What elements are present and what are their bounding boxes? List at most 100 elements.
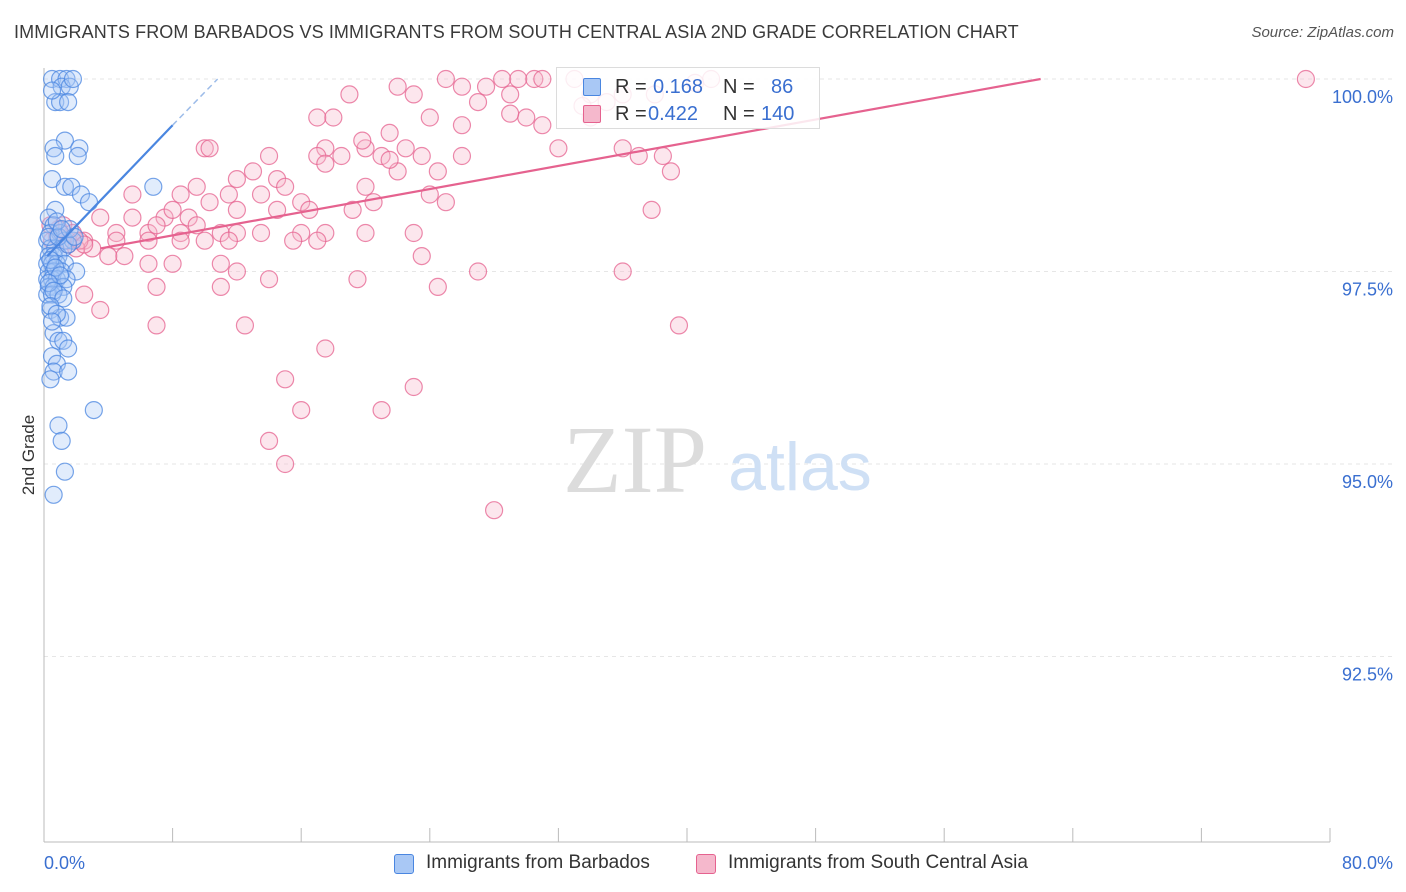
y-tick-label-1: 95.0%	[1342, 472, 1393, 492]
sca-point-68	[267, 200, 287, 219]
barbados-point-67	[44, 485, 63, 504]
sca-point-63	[123, 208, 142, 227]
sca-point-80	[356, 223, 375, 243]
barbados-point-63	[84, 401, 103, 420]
barbados-point-61	[59, 362, 78, 381]
sca-point-113	[276, 370, 295, 389]
sca-point-112	[316, 339, 335, 358]
sca-point-89	[219, 231, 238, 250]
series-barbados	[38, 69, 163, 504]
barbados-point-17	[79, 193, 99, 212]
sca-point-118	[276, 454, 295, 474]
n-value: 140	[761, 103, 795, 125]
sca-point-90	[284, 231, 303, 250]
barbados-point-55	[49, 331, 68, 350]
r-value: 0.168	[653, 76, 704, 98]
sca-point-25	[380, 123, 399, 142]
barbados-point-64	[49, 416, 68, 435]
sca-point-61	[642, 200, 661, 219]
sca-point-96	[163, 254, 182, 273]
sca-point-33	[259, 146, 279, 166]
sca-point-50	[171, 185, 190, 204]
barbados-point-84	[42, 81, 62, 100]
sca-point-108	[91, 300, 110, 320]
legend-swatch-barbados	[394, 854, 414, 874]
sca-point-26	[195, 139, 214, 158]
sca-point-1	[493, 69, 512, 89]
sca-point-107	[75, 285, 94, 304]
sca-point-12	[476, 77, 496, 96]
swatch-south-central-asia	[583, 105, 601, 123]
sca-point-27	[200, 139, 219, 158]
sca-point-11	[452, 77, 472, 96]
barbados-point-10	[70, 139, 89, 158]
sca-point-98	[412, 247, 431, 266]
stats-legend: R = 0.168 N = 86 R = 0.422 N = 140	[556, 67, 820, 129]
barbados-point-79	[42, 312, 62, 331]
y-tick-labels: 92.5% 95.0% 97.5% 100.0%	[1332, 87, 1393, 685]
chart-title: IMMIGRANTS FROM BARBADOS VS IMMIGRANTS F…	[14, 22, 1019, 42]
sca-point-93	[99, 247, 118, 266]
barbados-point-11	[46, 146, 65, 166]
barbados-point-12	[68, 146, 87, 166]
sca-point-129	[75, 235, 94, 254]
sca-point-18	[420, 108, 439, 127]
barbados-point-15	[62, 177, 81, 196]
watermark-zip: ZIP	[563, 406, 707, 513]
sca-point-56	[364, 193, 383, 212]
sca-point-70	[107, 223, 126, 243]
sca-point-52	[219, 185, 238, 204]
sca-point-131	[353, 131, 372, 150]
barbados-point-14	[55, 177, 74, 196]
watermark-atlas: atlas	[728, 429, 872, 505]
sca-point-17	[468, 92, 488, 112]
sca-point-38	[452, 146, 472, 166]
sca-point-13	[501, 85, 520, 104]
y-tick-label-3: 100.0%	[1332, 87, 1393, 107]
trend-line-barbados	[46, 124, 174, 257]
sca-point-95	[139, 254, 158, 273]
sca-point-41	[243, 162, 263, 181]
n-label: N =	[723, 76, 755, 98]
sca-point-31	[549, 139, 568, 158]
sca-point-67	[227, 200, 246, 219]
barbados-point-85	[63, 69, 83, 89]
sca-point-132	[380, 150, 399, 169]
y-axis-label: 2nd Grade	[19, 415, 38, 495]
sca-point-81	[404, 223, 423, 243]
r-label: R =	[615, 103, 647, 125]
barbados-point-62	[41, 370, 60, 389]
sca-point-24	[533, 116, 552, 135]
sca-point-103	[211, 277, 230, 296]
stats-row-barbados: R = 0.168 N = 86	[557, 74, 819, 100]
stats-row-south-central-asia: R = 0.422 N = 140	[557, 101, 819, 127]
barbados-point-57	[59, 339, 78, 358]
sca-point-4	[533, 69, 552, 89]
sca-point-110	[235, 316, 255, 335]
sca-point-105	[428, 277, 447, 296]
trend-line-barbados-extension	[172, 78, 219, 126]
axes	[43, 68, 1331, 843]
barbados-point-5	[46, 92, 65, 112]
sca-point-100	[227, 262, 246, 281]
sca-point-47	[356, 177, 375, 196]
x-tick-label-min: 0.0%	[44, 853, 85, 873]
sca-point-88	[195, 231, 214, 250]
sca-point-59	[200, 193, 219, 212]
trend-lines	[46, 77, 1041, 257]
y-tick-label-2: 97.5%	[1342, 280, 1393, 300]
sca-point-114	[404, 377, 423, 397]
swatch-barbados	[583, 78, 601, 96]
r-label: R =	[615, 76, 647, 98]
x-tick-label-max: 80.0%	[1342, 853, 1393, 873]
sca-point-106	[613, 262, 632, 281]
barbados-point-53	[57, 308, 76, 327]
sca-point-65	[163, 200, 182, 219]
sca-point-22	[324, 108, 343, 127]
n-label: N =	[723, 103, 755, 125]
barbados-point-75	[44, 281, 63, 300]
sca-point-53	[251, 185, 271, 204]
sca-point-35	[332, 146, 351, 166]
legend-label-barbados: Immigrants from Barbados	[426, 852, 650, 873]
sca-point-0	[436, 69, 455, 89]
